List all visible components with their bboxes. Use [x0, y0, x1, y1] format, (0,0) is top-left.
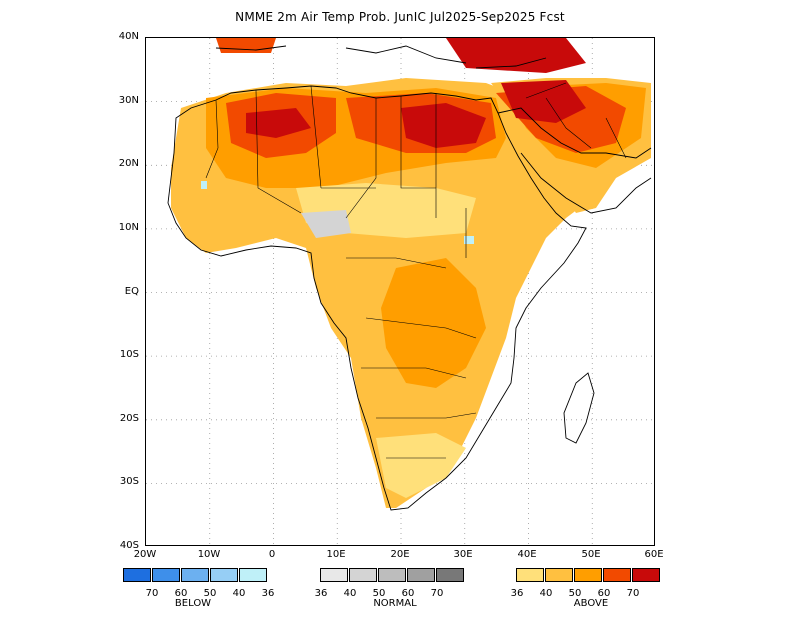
legend-below-num: 60 — [174, 588, 188, 599]
legend-normal-num: 70 — [430, 588, 444, 599]
above-probability-fill — [171, 38, 651, 508]
lon-label-20e: 20E — [390, 549, 410, 560]
lat-label-20s: 20S — [119, 413, 139, 424]
legend-above-swatch-70 — [632, 568, 660, 582]
lat-label-eq: EQ — [124, 286, 139, 297]
turkey-darkred-fill — [446, 38, 586, 73]
legend-below-swatch-70 — [123, 568, 151, 582]
lat-label-40n: 40N — [118, 31, 139, 42]
legend-below-num: 36 — [261, 588, 275, 599]
lon-label-50e: 50E — [581, 549, 601, 560]
legend-below-num: 40 — [232, 588, 246, 599]
lat-label-30s: 30S — [119, 476, 139, 487]
legend-normal-swatch-50 — [378, 568, 406, 582]
legend-above-swatch-60 — [603, 568, 631, 582]
map-panel — [145, 37, 655, 546]
lon-label-30e: 30E — [453, 549, 473, 560]
legend-normal: 36 40 50 60 70 NORMAL — [315, 568, 467, 612]
legend-above: 36 40 50 60 70 ABOVE — [511, 568, 663, 612]
lat-label-10n: 10N — [118, 222, 139, 233]
southern-africa-yellow-fill — [376, 433, 466, 498]
legend-above-caption: ABOVE — [573, 598, 609, 609]
legend-normal-swatch-70 — [436, 568, 464, 582]
legend-above-swatch-50 — [574, 568, 602, 582]
legend-above-swatch-40 — [545, 568, 573, 582]
lon-label-10e: 10E — [326, 549, 346, 560]
egypt-darkred-fill — [401, 103, 486, 148]
legend-normal-num: 40 — [343, 588, 357, 599]
country-borders — [205, 82, 627, 459]
madagascar-coastline — [563, 372, 595, 444]
lat-label-30n: 30N — [118, 95, 139, 106]
lon-label-10w: 10W — [197, 549, 221, 560]
legend-below-num: 50 — [203, 588, 217, 599]
legend-normal-swatch-60 — [407, 568, 435, 582]
legend-below-num: 70 — [145, 588, 159, 599]
lon-label-0: 0 — [268, 549, 276, 560]
legend-below-swatch-60 — [152, 568, 180, 582]
probability-map — [146, 38, 654, 545]
legend-normal-num: 36 — [314, 588, 328, 599]
legend-normal-swatch-40 — [349, 568, 377, 582]
legend-normal-caption: NORMAL — [373, 598, 417, 609]
lon-label-40e: 40E — [517, 549, 537, 560]
legend-below: 70 60 50 40 36 BELOW — [123, 568, 274, 612]
sahara-darkred-fill — [246, 108, 311, 138]
africa-coastline — [167, 85, 587, 511]
mediterranean-north-coast — [215, 45, 547, 69]
arabia-coastline — [497, 107, 652, 214]
spain-high-fill — [216, 38, 276, 53]
legend-above-num: 60 — [597, 588, 611, 599]
coastlines — [167, 45, 652, 511]
lon-label-20w: 20W — [133, 549, 157, 560]
legend-below-swatch-50 — [181, 568, 209, 582]
legend-above-num: 50 — [568, 588, 582, 599]
legend-above-swatch-36 — [516, 568, 544, 582]
normal-grey-patch — [301, 210, 351, 238]
lat-label-20n: 20N — [118, 158, 139, 169]
lon-label-60e: 60E — [644, 549, 664, 560]
legend-below-swatch-40 — [210, 568, 238, 582]
iraq-darkred-fill — [501, 80, 586, 123]
legend-normal-swatch-36 — [320, 568, 348, 582]
central-africa-mid-fill — [381, 258, 486, 388]
legend-normal-num: 50 — [372, 588, 386, 599]
legend-above-num: 36 — [510, 588, 524, 599]
legend-below-caption: BELOW — [174, 598, 212, 609]
map-title: NMME 2m Air Temp Prob. JunIC Jul2025-Sep… — [235, 10, 565, 24]
legend-above-num: 40 — [539, 588, 553, 599]
legend-below-swatch-36 — [239, 568, 267, 582]
legend-above-num: 70 — [626, 588, 640, 599]
lat-label-40s: 40S — [119, 540, 139, 551]
legend-normal-num: 60 — [401, 588, 415, 599]
below-cyan-patch — [464, 236, 474, 244]
lat-label-10s: 10S — [119, 349, 139, 360]
below-cyan-patch-west — [201, 181, 207, 189]
